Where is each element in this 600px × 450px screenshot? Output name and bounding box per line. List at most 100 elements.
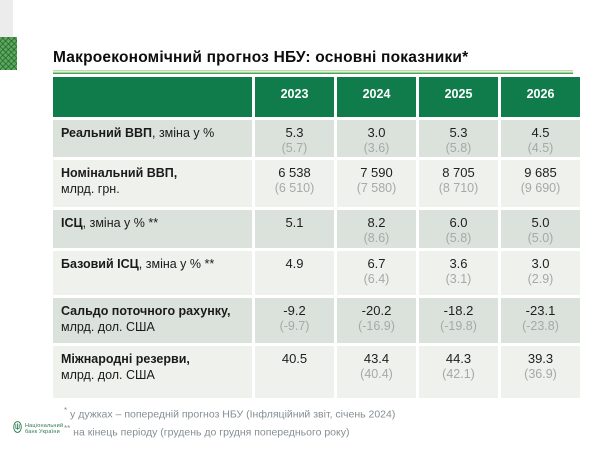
row-label-rest: млрд. дол. США	[61, 368, 155, 383]
nbu-emblem-icon	[13, 420, 22, 438]
prev-value: (5.0)	[527, 231, 554, 246]
row-label-bold: Реальний ВВП	[61, 126, 152, 140]
value: 39.3	[527, 351, 554, 366]
cell-cpi-2024: 8.2 (8.6)	[337, 210, 416, 248]
value: 6.7	[367, 256, 386, 271]
value: 5.0	[531, 215, 550, 230]
prev-value	[255, 231, 334, 245]
cell-reserves-2026: 39.3 (36.9)	[501, 346, 580, 398]
year-header-2025: 2025	[419, 77, 498, 117]
prev-value: (-19.8)	[440, 319, 477, 334]
cell-real-gdp-2023: 5.3 (5.7)	[255, 120, 334, 157]
cell-core-cpi-2023: 4.9	[255, 251, 334, 295]
row-label-bold: Базовий ІСЦ	[61, 257, 139, 271]
prev-value: (7 580)	[356, 181, 397, 196]
row-label-reserves: Міжнародні резерви, млрд. дол. США	[53, 346, 252, 398]
prev-value: (3.1)	[445, 272, 472, 287]
cell-current-account-2023: -9.2 (-9.7)	[255, 298, 334, 343]
value: 6.0	[449, 215, 468, 230]
footnote-2-marker: **	[64, 424, 71, 433]
prev-value: (8 710)	[438, 181, 479, 196]
prev-value: (6.4)	[363, 272, 390, 287]
row-label-current-account: Сальдо поточного рахунку, млрд. дол. США	[53, 298, 252, 343]
prev-value: (42.1)	[442, 367, 475, 382]
cell-reserves-2023: 40.5	[255, 346, 334, 398]
value: 5.3	[449, 125, 468, 140]
footnote-2-text: на кінець періоду (грудень до грудня поп…	[73, 426, 350, 439]
table-corner-cell	[53, 77, 252, 117]
cell-nominal-gdp-2026: 9 685 (9 690)	[501, 160, 580, 207]
row-label-cpi: ІСЦ, зміна у % **	[53, 210, 252, 248]
prev-value: (5.7)	[281, 141, 308, 156]
value: 4.5	[531, 125, 550, 140]
prev-value: (3.6)	[363, 141, 390, 156]
value: 8 705	[442, 165, 475, 180]
row-label-rest: , зміна у %	[152, 126, 215, 140]
value: 5.1	[285, 215, 304, 230]
cell-core-cpi-2026: 3.0 (2.9)	[501, 251, 580, 295]
cell-cpi-2025: 6.0 (5.8)	[419, 210, 498, 248]
footnote-2: ** на кінець періоду (грудень до грудня …	[64, 422, 395, 440]
nbu-logo: Національний банк України	[13, 420, 63, 438]
footnotes: * у дужках – попередній прогноз НБУ (Інф…	[64, 404, 395, 440]
cell-current-account-2025: -18.2 (-19.8)	[419, 298, 498, 343]
cell-nominal-gdp-2024: 7 590 (7 580)	[337, 160, 416, 207]
value: 6 538	[278, 165, 311, 180]
prev-value: (8.6)	[363, 231, 390, 246]
value: -18.2	[443, 303, 474, 318]
value: 40.5	[281, 351, 308, 366]
value: 7 590	[360, 165, 393, 180]
cell-current-account-2026: -23.1 (-23.8)	[501, 298, 580, 343]
row-label-nominal-gdp: Номінальний ВВП, млрд. грн.	[53, 160, 252, 207]
prev-value: (-9.7)	[279, 319, 310, 334]
cell-real-gdp-2025: 5.3 (5.8)	[419, 120, 498, 157]
prev-value	[255, 367, 334, 381]
prev-value: (4.5)	[527, 141, 554, 156]
footnote-1-text: у дужках – попередній прогноз НБУ (Інфля…	[70, 408, 396, 421]
prev-value: (-16.9)	[358, 319, 395, 334]
prev-value: (40.4)	[360, 367, 393, 382]
nbu-logo-line2: банк України	[25, 429, 60, 435]
prev-value: (2.9)	[527, 272, 554, 287]
cell-real-gdp-2024: 3.0 (3.6)	[337, 120, 416, 157]
prev-value	[255, 272, 334, 286]
cell-nominal-gdp-2025: 8 705 (8 710)	[419, 160, 498, 207]
prev-value: (6 510)	[274, 181, 315, 196]
cell-cpi-2026: 5.0 (5.0)	[501, 210, 580, 248]
row-label-rest: , зміна у % **	[138, 257, 215, 271]
prev-value: (5.8)	[445, 231, 472, 246]
year-header-2024: 2024	[337, 77, 416, 117]
deco-green-pattern	[0, 37, 17, 70]
prev-value: (9 690)	[520, 181, 561, 196]
nbu-logo-text: Національний банк України	[25, 423, 63, 435]
row-label-bold: Сальдо поточного рахунку,	[61, 304, 231, 318]
cell-real-gdp-2026: 4.5 (4.5)	[501, 120, 580, 157]
row-label-rest: млрд. дол. США	[61, 320, 155, 335]
prev-value: (-23.8)	[522, 319, 559, 334]
value: 8.2	[367, 215, 386, 230]
prev-value: (5.8)	[445, 141, 472, 156]
cell-reserves-2024: 43.4 (40.4)	[337, 346, 416, 398]
value: 9 685	[524, 165, 557, 180]
year-header-2026: 2026	[501, 77, 580, 117]
row-label-core-cpi: Базовий ІСЦ, зміна у % **	[53, 251, 252, 295]
value: 3.0	[367, 125, 386, 140]
row-label-bold: Міжнародні резерви,	[61, 352, 190, 366]
page-title: Макроекономічний прогноз НБУ: основні по…	[53, 49, 469, 66]
row-label-real-gdp: Реальний ВВП, зміна у %	[53, 120, 252, 157]
value: 5.3	[285, 125, 304, 140]
cell-core-cpi-2025: 3.6 (3.1)	[419, 251, 498, 295]
row-label-bold: Номінальний ВВП,	[61, 166, 178, 180]
value: 43.4	[363, 351, 390, 366]
prev-value: (36.9)	[524, 367, 557, 382]
deco-gray-strip	[0, 0, 13, 37]
value: -20.2	[361, 303, 392, 318]
value: -23.1	[525, 303, 556, 318]
nbu-logo-line1: Національний	[25, 423, 64, 429]
footnote-1-marker: *	[64, 406, 68, 415]
value: 3.0	[531, 256, 550, 271]
row-label-rest: млрд. грн.	[61, 182, 120, 197]
cell-cpi-2023: 5.1	[255, 210, 334, 248]
title-underline	[53, 70, 573, 75]
footnote-1: * у дужках – попередній прогноз НБУ (Інф…	[64, 404, 395, 422]
